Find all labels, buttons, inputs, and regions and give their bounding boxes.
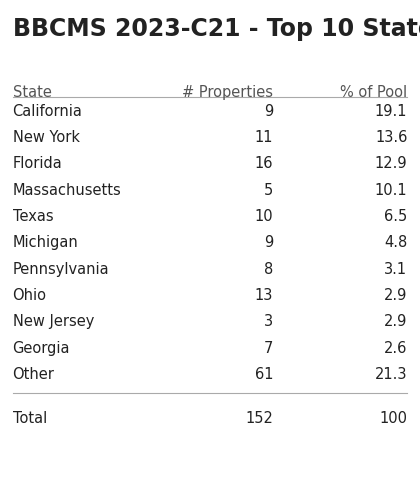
Text: California: California xyxy=(13,104,82,119)
Text: 19.1: 19.1 xyxy=(375,104,407,119)
Text: 100: 100 xyxy=(379,411,407,426)
Text: State: State xyxy=(13,85,52,100)
Text: 7: 7 xyxy=(264,341,273,356)
Text: 4.8: 4.8 xyxy=(384,235,407,250)
Text: 3.1: 3.1 xyxy=(384,262,407,277)
Text: Pennsylvania: Pennsylvania xyxy=(13,262,109,277)
Text: New York: New York xyxy=(13,130,80,145)
Text: 9: 9 xyxy=(264,104,273,119)
Text: % of Pool: % of Pool xyxy=(340,85,407,100)
Text: 5: 5 xyxy=(264,183,273,198)
Text: 10.1: 10.1 xyxy=(375,183,407,198)
Text: New Jersey: New Jersey xyxy=(13,314,94,329)
Text: Texas: Texas xyxy=(13,209,53,224)
Text: Georgia: Georgia xyxy=(13,341,70,356)
Text: 21.3: 21.3 xyxy=(375,367,407,382)
Text: 9: 9 xyxy=(264,235,273,250)
Text: Michigan: Michigan xyxy=(13,235,79,250)
Text: 6.5: 6.5 xyxy=(384,209,407,224)
Text: 2.9: 2.9 xyxy=(384,314,407,329)
Text: Massachusetts: Massachusetts xyxy=(13,183,121,198)
Text: Ohio: Ohio xyxy=(13,288,47,303)
Text: 8: 8 xyxy=(264,262,273,277)
Text: Total: Total xyxy=(13,411,47,426)
Text: 2.6: 2.6 xyxy=(384,341,407,356)
Text: BBCMS 2023-C21 - Top 10 States: BBCMS 2023-C21 - Top 10 States xyxy=(13,17,420,41)
Text: 13.6: 13.6 xyxy=(375,130,407,145)
Text: 3: 3 xyxy=(264,314,273,329)
Text: Florida: Florida xyxy=(13,156,62,171)
Text: 61: 61 xyxy=(255,367,273,382)
Text: # Properties: # Properties xyxy=(182,85,273,100)
Text: 2.9: 2.9 xyxy=(384,288,407,303)
Text: Other: Other xyxy=(13,367,55,382)
Text: 152: 152 xyxy=(245,411,273,426)
Text: 10: 10 xyxy=(255,209,273,224)
Text: 13: 13 xyxy=(255,288,273,303)
Text: 16: 16 xyxy=(255,156,273,171)
Text: 12.9: 12.9 xyxy=(375,156,407,171)
Text: 11: 11 xyxy=(255,130,273,145)
